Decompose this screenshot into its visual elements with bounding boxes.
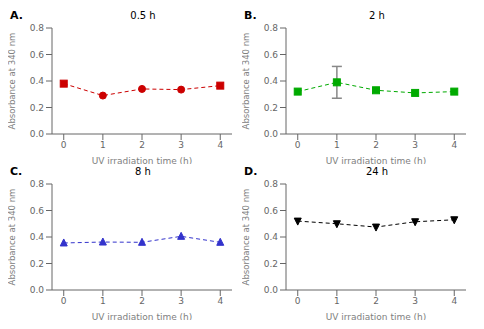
svg-text:0.2: 0.2	[264, 103, 278, 113]
svg-text:0.6: 0.6	[264, 206, 279, 216]
svg-text:0.2: 0.2	[30, 103, 44, 113]
svg-text:Absorbance at 340 nm: Absorbance at 340 nm	[242, 189, 251, 286]
html-text:C.: C.	[10, 165, 23, 178]
svg-text:0.8: 0.8	[30, 24, 45, 33]
svg-text:Absorbance at 340 nm: Absorbance at 340 nm	[8, 33, 17, 130]
html-text:D.: D.	[244, 165, 258, 178]
html-text:24 h: 24 h	[365, 166, 389, 177]
svg-text:0.0: 0.0	[30, 285, 45, 295]
svg-text:0.4: 0.4	[30, 76, 45, 86]
svg-text:1: 1	[100, 140, 106, 150]
svg-text:0.8: 0.8	[30, 180, 45, 189]
svg-text:Absorbance at 340 nm: Absorbance at 340 nm	[242, 33, 251, 130]
svg-text:0: 0	[295, 140, 301, 150]
svg-text:0.4: 0.4	[264, 232, 279, 242]
svg-text:1: 1	[334, 140, 340, 150]
svg-text:3: 3	[178, 296, 184, 306]
svg-text:0.6: 0.6	[264, 50, 279, 60]
svg-text:2: 2	[139, 140, 145, 150]
svg-text:UV irradiation time (h): UV irradiation time (h)	[92, 312, 193, 320]
svg-text:0.8: 0.8	[264, 180, 279, 189]
svg-text:2: 2	[373, 140, 379, 150]
svg-text:0.8: 0.8	[264, 24, 279, 33]
svg-text:1: 1	[334, 296, 340, 306]
html-text:0.5 h: 0.5 h	[130, 10, 156, 21]
svg-text:2: 2	[139, 296, 145, 306]
svg-text:0.2: 0.2	[264, 259, 278, 269]
svg-text:3: 3	[178, 140, 184, 150]
svg-text:4: 4	[217, 140, 223, 150]
svg-text:4: 4	[217, 296, 223, 306]
svg-text:UV irradiation time (h): UV irradiation time (h)	[326, 156, 427, 164]
svg-text:4: 4	[451, 296, 457, 306]
html-text:B.: B.	[244, 9, 257, 22]
svg-text:1: 1	[100, 296, 106, 306]
svg-text:2: 2	[373, 296, 379, 306]
svg-text:0.4: 0.4	[30, 232, 45, 242]
svg-text:UV irradiation time (h): UV irradiation time (h)	[92, 156, 193, 164]
html-text:A.: A.	[10, 9, 23, 22]
svg-text:4: 4	[451, 140, 457, 150]
svg-text:0.0: 0.0	[30, 129, 45, 139]
svg-text:0: 0	[61, 296, 67, 306]
svg-text:0.6: 0.6	[30, 50, 45, 60]
svg-text:0.4: 0.4	[264, 76, 279, 86]
svg-text:0.2: 0.2	[30, 259, 44, 269]
svg-text:3: 3	[412, 140, 418, 150]
html-text:2 h: 2 h	[369, 10, 385, 21]
svg-text:0: 0	[61, 140, 67, 150]
svg-text:Absorbance at 340 nm: Absorbance at 340 nm	[8, 189, 17, 286]
html-text:8 h: 8 h	[135, 166, 151, 177]
svg-text:0.0: 0.0	[264, 285, 279, 295]
svg-text:3: 3	[412, 296, 418, 306]
svg-text:0.6: 0.6	[30, 206, 45, 216]
svg-text:0.0: 0.0	[264, 129, 279, 139]
svg-text:UV irradiation time (h): UV irradiation time (h)	[326, 312, 427, 320]
svg-text:0: 0	[295, 296, 301, 306]
